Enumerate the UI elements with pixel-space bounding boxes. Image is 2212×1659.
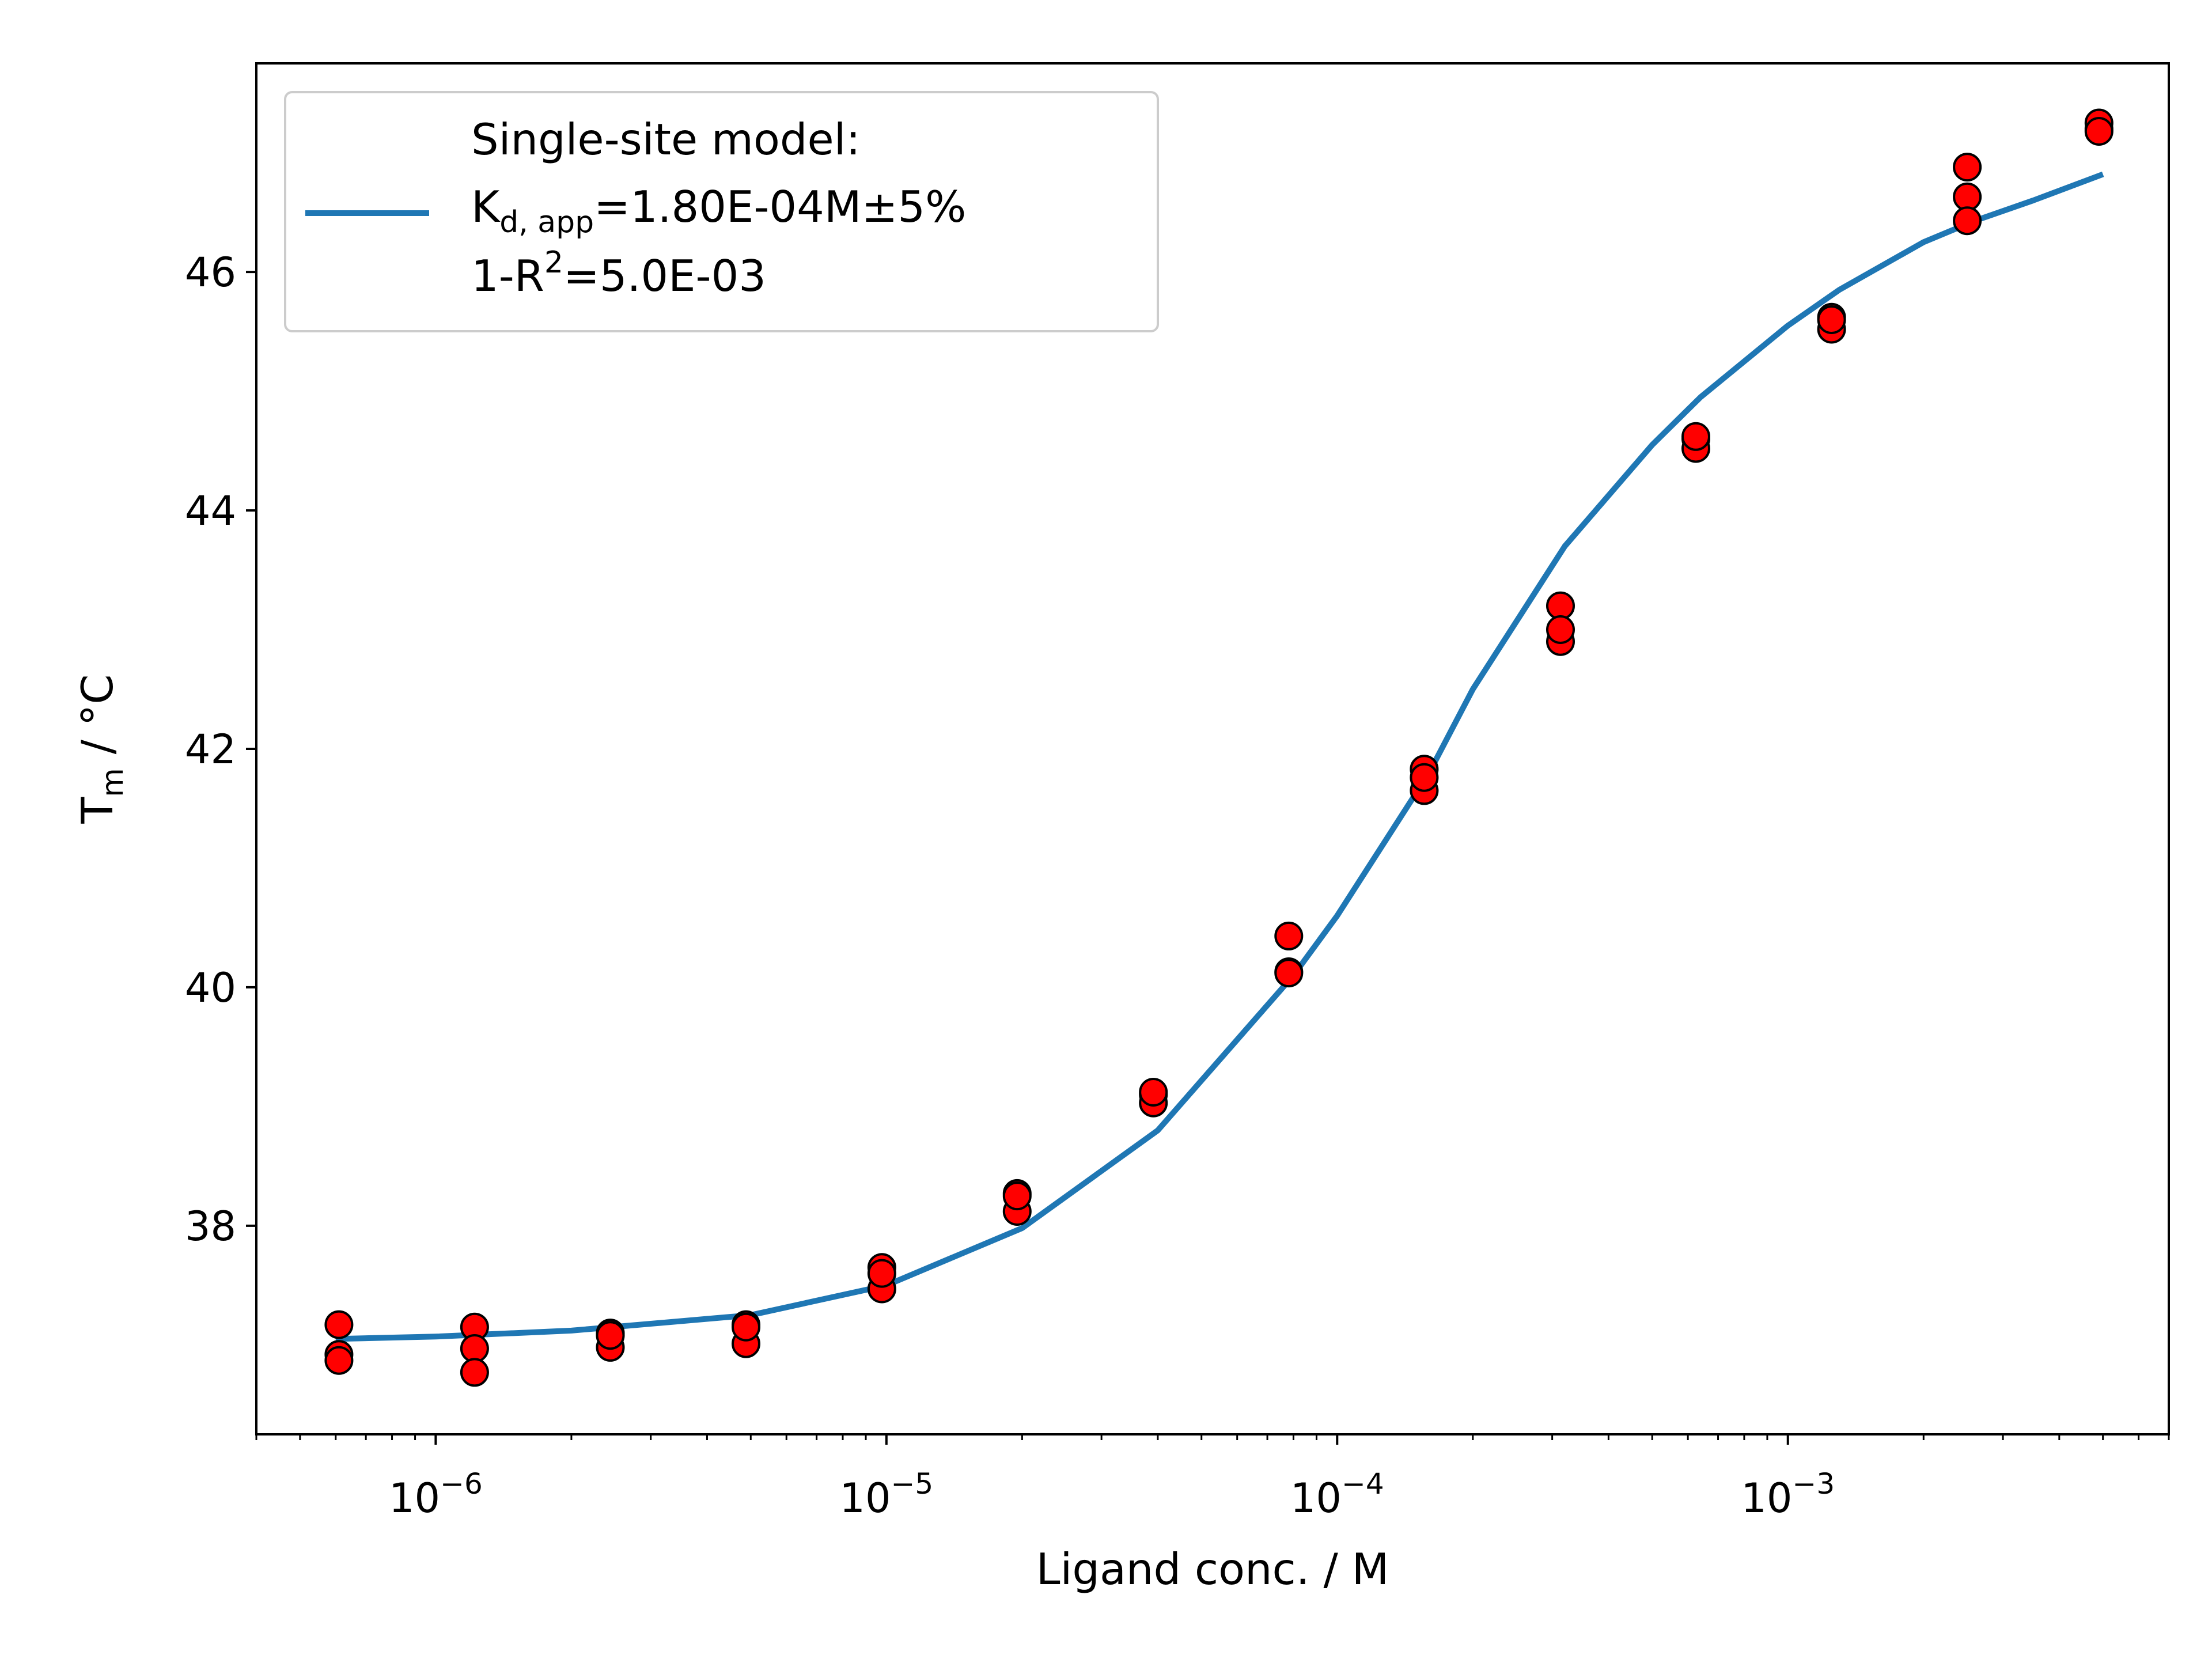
legend-label-line1: Single-site model: [471,114,861,165]
data-point [1953,153,1982,182]
y-tick-label: 40 [185,964,236,1012]
data-point [1681,422,1710,451]
data-point [1817,305,1846,334]
legend-box [284,91,1159,332]
data-point [1274,921,1304,950]
x-tick-label: 10−3 [1741,1467,1835,1522]
data-point [324,1346,354,1375]
fit-layer [335,171,2104,1342]
y-tick-label: 42 [185,726,236,773]
data-point [867,1259,896,1288]
legend: Single-site model: Kd, app=1.80E-04M±5% … [284,91,1159,332]
x-axis-title: Ligand conc. / M [1036,1544,1389,1594]
data-point [460,1358,489,1387]
legend-label-line3: 1-R2=5.0E-03 [471,245,766,301]
x-tick-label: 10−5 [839,1467,933,1522]
data-points [324,108,2113,1387]
y-tick-label: 38 [185,1203,236,1250]
data-point [2084,117,2113,146]
data-point [1002,1181,1032,1211]
data-point [460,1334,489,1363]
data-point [1953,206,1982,236]
data-point [1139,1078,1168,1107]
data-point [1546,591,1575,620]
data-point [1546,615,1575,644]
y-axis-title: Tm / °C [72,674,130,824]
data-point [1410,763,1439,792]
y-axis: 38 40 42 44 46 [185,249,256,1250]
y-tick-label: 46 [185,249,236,296]
data-point [1274,959,1304,988]
x-tick-label: 10−4 [1290,1467,1384,1522]
legend-label-line2: Kd, app=1.80E-04M±5% [471,181,966,240]
fit-line [335,171,2104,1342]
y-tick-label: 44 [185,487,236,535]
plot-area [324,108,2113,1387]
x-tick-label: 10−6 [389,1467,483,1522]
data-point [1953,182,1982,211]
x-axis: 10−6 10−5 10−4 10−3 [255,1434,2170,1522]
data-point [732,1312,760,1342]
data-point [324,1310,354,1339]
data-point [596,1321,625,1350]
